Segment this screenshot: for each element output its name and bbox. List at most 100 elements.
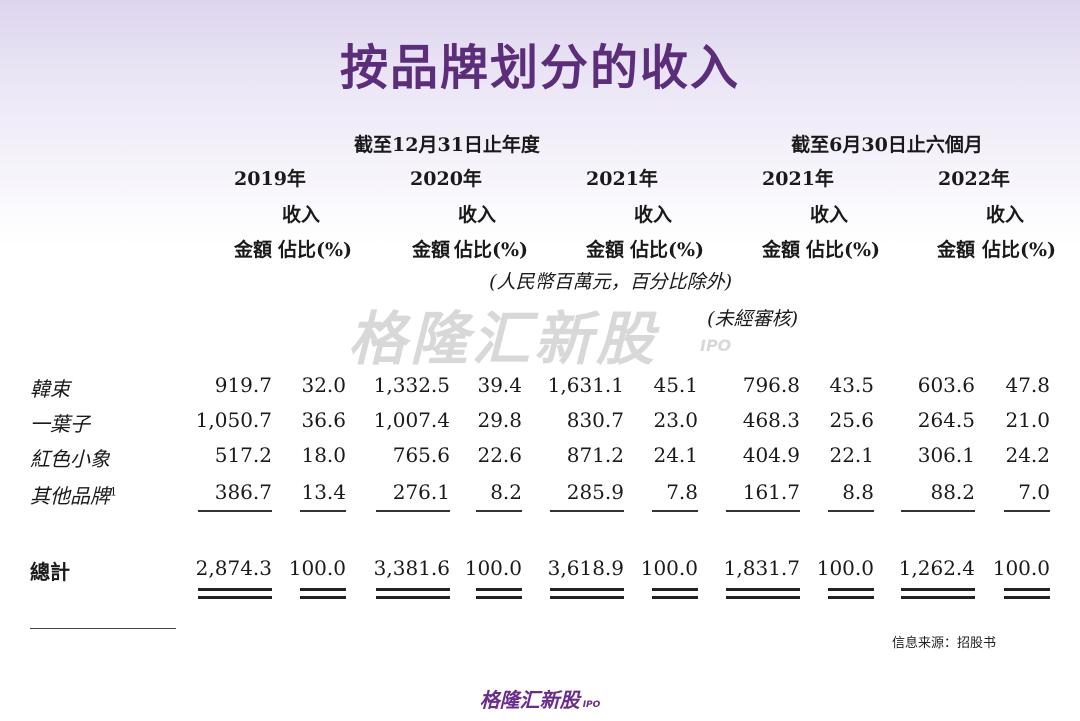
subtotal-rule (652, 510, 698, 512)
table-cell: 765.6 (392, 443, 450, 467)
total-cell: 100.0 (464, 556, 522, 580)
table-cell: 1,332.5 (373, 373, 450, 397)
total-double-rule (376, 596, 450, 599)
revenue-header: 收入 (457, 204, 496, 226)
table-cell: 1,050.7 (195, 408, 272, 432)
table-cell: 32.0 (301, 373, 346, 397)
revenue-header: 收入 (985, 204, 1024, 226)
row-label-text: 總計 (30, 560, 70, 584)
total-double-rule (376, 588, 450, 591)
total-cell: 100.0 (992, 556, 1050, 580)
table-cell: 8.8 (842, 480, 874, 504)
table-cell: 43.5 (829, 373, 874, 397)
total-cell: 3,618.9 (547, 556, 624, 580)
table-cell: 830.7 (566, 408, 624, 432)
table-cell: 8.2 (490, 480, 522, 504)
logo-ipo: IPO (582, 700, 601, 710)
table-cell: 276.1 (392, 480, 450, 504)
table-cell: 603.6 (917, 373, 975, 397)
logo-text: 格隆汇新股 (479, 688, 580, 712)
unaudited-note: (未經審核) (707, 308, 798, 330)
table-cell: 871.2 (566, 443, 624, 467)
total-double-rule (726, 596, 800, 599)
total-double-rule (726, 588, 800, 591)
table-cell: 22.1 (829, 443, 874, 467)
year-header: 2022年 (938, 168, 1010, 190)
total-double-rule (901, 596, 975, 599)
total-double-rule (652, 596, 698, 599)
table-cell: 23.0 (653, 408, 698, 432)
row-label: 紅色小象 (30, 443, 110, 472)
subtotal-rule (550, 510, 624, 512)
footnote-divider (30, 628, 176, 629)
table-cell: 306.1 (917, 443, 975, 467)
table-cell: 36.6 (301, 408, 346, 432)
year-header: 2020年 (410, 168, 482, 190)
total-cell: 100.0 (640, 556, 698, 580)
amount-header: 金額 (936, 239, 975, 261)
table-cell: 47.8 (1005, 373, 1050, 397)
total-double-rule (300, 596, 346, 599)
subtotal-rule (901, 510, 975, 512)
total-double-rule (1004, 588, 1050, 591)
amount-header: 金額 (761, 239, 800, 261)
table-cell: 45.1 (653, 373, 698, 397)
table-cell: 21.0 (1005, 408, 1050, 432)
total-double-rule (901, 588, 975, 591)
total-double-rule (476, 596, 522, 599)
total-cell: 100.0 (816, 556, 874, 580)
interim-period-header: 截至6月30日止六個月 (791, 134, 983, 156)
watermark-ipo: IPO (700, 336, 732, 355)
amount-header: 金額 (411, 239, 450, 261)
row-label-text: 其他品牌 (30, 484, 110, 508)
total-double-rule (476, 588, 522, 591)
table-cell: 39.4 (477, 373, 522, 397)
total-double-rule (828, 596, 874, 599)
subtotal-rule (198, 510, 272, 512)
table-cell: 24.2 (1005, 443, 1050, 467)
revenue-header: 收入 (809, 204, 848, 226)
year-header: 2021年 (586, 168, 658, 190)
brand-logo: 格隆汇新股 IPO (0, 684, 1080, 713)
table-cell: 1,631.1 (547, 373, 624, 397)
table-cell: 1,007.4 (373, 408, 450, 432)
table-cell: 7.8 (666, 480, 698, 504)
unit-note: (人民幣百萬元，百分比除外) (489, 271, 732, 293)
table-cell: 161.7 (742, 480, 800, 504)
subtotal-rule (476, 510, 522, 512)
share-header: 佔比(%) (453, 239, 528, 261)
amount-header: 金額 (233, 239, 272, 261)
subtotal-rule (300, 510, 346, 512)
share-header: 佔比(%) (277, 239, 352, 261)
source-note: 信息来源：招股书 (891, 636, 996, 651)
table-cell: 264.5 (917, 408, 975, 432)
share-header: 佔比(%) (805, 239, 880, 261)
table-cell: 13.4 (301, 480, 346, 504)
year-header: 2021年 (762, 168, 834, 190)
subtotal-rule (1004, 510, 1050, 512)
total-double-rule (828, 588, 874, 591)
annual-period-header: 截至12月31日止年度 (354, 134, 540, 156)
footnote-marker: 1 (110, 485, 117, 499)
total-double-rule (198, 596, 272, 599)
table-cell: 29.8 (477, 408, 522, 432)
subtotal-rule (726, 510, 800, 512)
table-cell: 919.7 (214, 373, 272, 397)
year-header: 2019年 (234, 168, 306, 190)
total-cell: 100.0 (288, 556, 346, 580)
row-label-text: 一葉子 (30, 412, 90, 436)
share-header: 佔比(%) (981, 239, 1056, 261)
total-double-rule (1004, 596, 1050, 599)
row-label: 一葉子 (30, 408, 90, 437)
total-double-rule (198, 588, 272, 591)
table-cell: 88.2 (930, 480, 975, 504)
total-double-rule (550, 596, 624, 599)
table-cell: 468.3 (742, 408, 800, 432)
row-label-text: 紅色小象 (30, 447, 110, 471)
revenue-header: 收入 (633, 204, 672, 226)
table-cell: 517.2 (214, 443, 272, 467)
total-cell: 1,831.7 (723, 556, 800, 580)
table-cell: 18.0 (301, 443, 346, 467)
row-label: 其他品牌1 (30, 480, 117, 509)
total-double-rule (300, 588, 346, 591)
